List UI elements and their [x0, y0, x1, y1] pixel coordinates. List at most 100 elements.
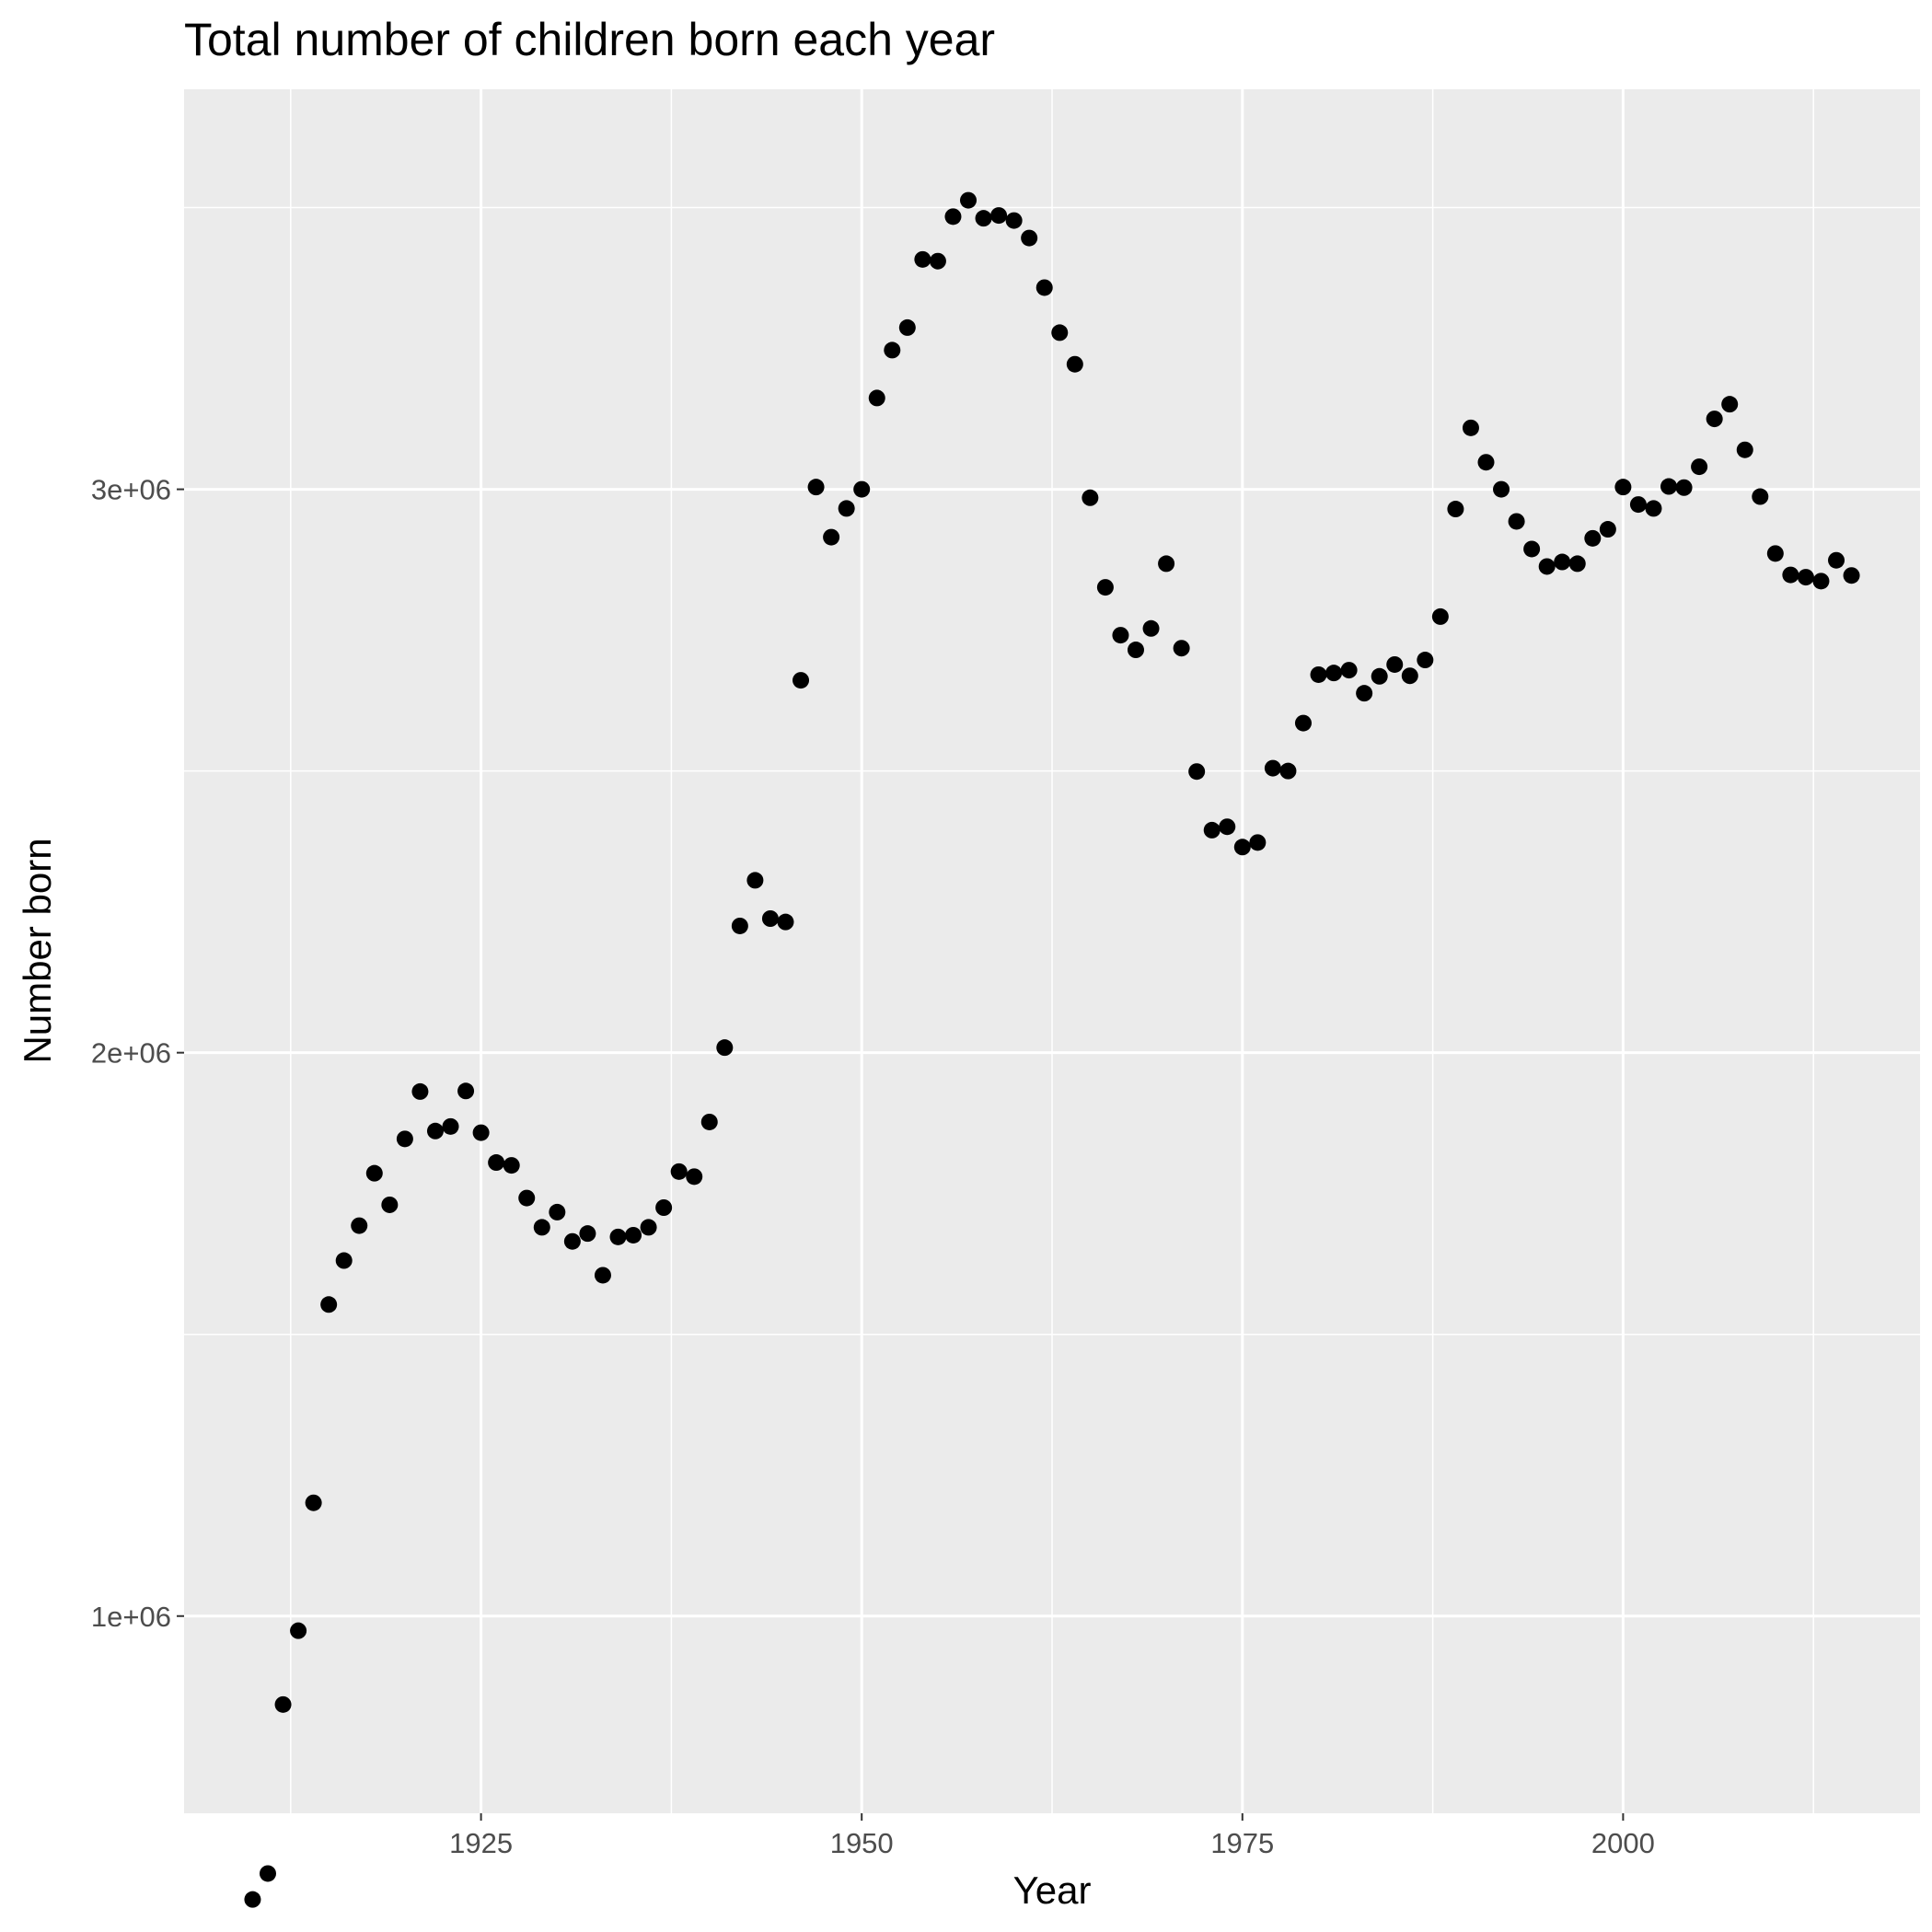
data-point	[442, 1117, 459, 1135]
data-point	[1173, 640, 1190, 657]
data-point	[1219, 818, 1236, 836]
data-point	[244, 1891, 261, 1908]
data-point	[1233, 839, 1251, 856]
data-point	[518, 1189, 536, 1207]
data-point	[290, 1622, 307, 1639]
data-point	[594, 1267, 611, 1284]
data-point	[960, 191, 978, 209]
data-point	[1035, 279, 1053, 296]
data-point	[1584, 529, 1602, 547]
data-point	[1675, 479, 1693, 496]
data-point	[1066, 355, 1083, 373]
data-point	[488, 1154, 505, 1172]
data-point	[823, 528, 840, 546]
data-point	[1447, 501, 1464, 518]
data-point	[457, 1082, 475, 1100]
data-point	[640, 1219, 657, 1236]
y-axis-title: Number born	[16, 838, 59, 1063]
data-point	[1005, 212, 1023, 229]
data-point	[335, 1252, 353, 1269]
data-point	[1538, 558, 1556, 575]
data-point	[381, 1196, 399, 1213]
data-point	[838, 500, 855, 517]
data-point	[716, 1039, 734, 1057]
data-point	[1310, 665, 1327, 683]
data-point	[1386, 655, 1404, 673]
data-point	[670, 1163, 688, 1180]
data-point	[1127, 642, 1144, 659]
data-point	[351, 1217, 368, 1234]
data-point	[274, 1695, 292, 1713]
y-tick-label: 3e+06	[91, 474, 171, 506]
data-point	[1629, 496, 1647, 514]
data-point	[1599, 521, 1616, 538]
data-point	[1203, 821, 1221, 839]
data-point	[1142, 619, 1160, 637]
data-point	[1082, 489, 1099, 506]
data-point	[1493, 480, 1510, 498]
data-point	[625, 1226, 642, 1244]
x-axis: 1925 1950 1975 2000	[449, 1813, 1655, 1859]
data-point	[1249, 834, 1267, 851]
data-point	[411, 1082, 429, 1100]
x-tick-label: 1925	[449, 1827, 513, 1859]
data-point	[868, 389, 885, 407]
data-point	[1096, 579, 1114, 596]
data-point	[1462, 419, 1479, 436]
y-tick-label: 1e+06	[91, 1601, 171, 1633]
data-point	[503, 1157, 520, 1174]
data-point	[1508, 513, 1525, 530]
data-point	[1294, 714, 1312, 732]
data-point	[807, 479, 825, 496]
data-point	[1645, 500, 1662, 517]
data-point	[1279, 762, 1297, 780]
data-point	[1614, 479, 1632, 496]
y-axis: 1e+06 2e+06 3e+06	[91, 474, 184, 1633]
data-point	[1325, 665, 1343, 682]
data-point	[1721, 396, 1739, 413]
data-point	[1797, 569, 1814, 586]
data-point	[1766, 545, 1784, 562]
y-tick-label: 2e+06	[91, 1037, 171, 1070]
data-point	[426, 1122, 444, 1140]
x-axis-title: Year	[1013, 1868, 1092, 1912]
data-point	[1371, 667, 1388, 685]
data-point	[731, 917, 748, 934]
data-point	[320, 1296, 338, 1313]
data-point	[609, 1228, 627, 1245]
data-point	[686, 1168, 703, 1186]
data-point	[1691, 458, 1708, 476]
data-point	[990, 207, 1008, 225]
data-point	[563, 1232, 581, 1250]
data-point	[1340, 662, 1358, 679]
data-point	[1188, 763, 1206, 781]
data-point	[761, 910, 779, 927]
data-point	[1736, 441, 1753, 458]
data-point	[1021, 229, 1038, 247]
data-point	[777, 913, 794, 931]
data-point	[1706, 411, 1723, 428]
data-point	[1431, 607, 1449, 625]
data-point	[1051, 324, 1069, 341]
x-tick-label: 2000	[1591, 1827, 1655, 1859]
data-point	[579, 1225, 596, 1243]
data-points	[244, 191, 1860, 1908]
data-point	[1568, 555, 1586, 573]
data-point	[853, 480, 871, 498]
data-point	[884, 341, 901, 359]
data-point	[944, 208, 962, 226]
data-point	[1523, 540, 1541, 558]
data-point	[898, 318, 916, 336]
data-point	[305, 1494, 322, 1511]
minor-gridlines	[184, 89, 1920, 1899]
data-point	[929, 252, 946, 270]
chart-title: Total number of children born each year	[184, 14, 995, 65]
data-point	[1112, 627, 1129, 644]
data-point	[533, 1219, 550, 1236]
data-point	[1477, 454, 1495, 471]
data-point	[1264, 759, 1281, 777]
data-point	[975, 210, 992, 227]
data-point	[914, 250, 931, 268]
data-point	[365, 1164, 383, 1182]
